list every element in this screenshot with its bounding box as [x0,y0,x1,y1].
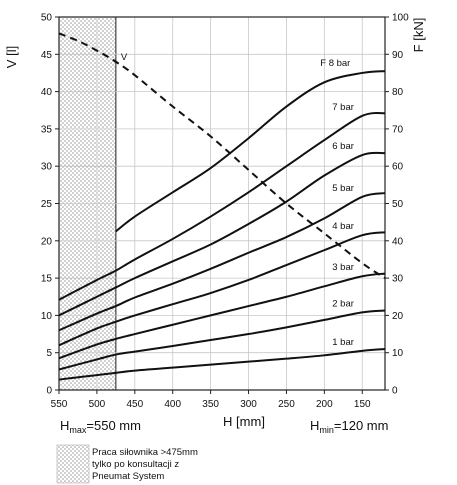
y-right-tick-label: 40 [392,236,404,247]
x-tick-label: 400 [164,399,181,410]
y-right-tick-label: 0 [392,386,398,397]
series-line-1-bar [58,347,386,381]
series-line-5-bar [58,192,386,332]
y-left-tick-label: 0 [46,386,52,397]
y-left-tick-label: 10 [41,311,53,322]
labels-layer: V 1 bar 2 bar 3 bar 4 bar 5 bar 6 bar 7 bar F 8 … [121,52,354,348]
x-axis-title: H [mm] [223,414,265,429]
y-right-tick-label: 30 [392,274,404,285]
y-left-tick-label: 5 [46,348,52,359]
series-layer [58,32,386,381]
x-tick-label: 200 [316,399,333,410]
y-left-tick-label: 45 [41,50,53,61]
x-tick-label: 150 [354,399,371,410]
y-left-tick-label: 20 [41,236,53,247]
x-tick-label: 250 [278,399,295,410]
x-tick-label: 500 [89,399,106,410]
series-label-f-8-bar: F 8 bar [320,58,350,69]
y-right-axis-title: F [kN] [411,18,426,53]
series-label-5-bar: 5 bar [332,183,354,194]
x-tick-label: 300 [240,399,257,410]
y-right-tick-label: 50 [392,199,404,210]
series-label-1-bar: 1 bar [332,337,354,348]
series-line-7-bar [58,112,386,301]
x-tick-label: 550 [51,399,68,410]
series-label-3-bar: 3 bar [332,262,354,273]
note-line: Pneumat System [92,471,164,482]
note-line: Praca siłownika >475mm [92,447,198,458]
y-left-tick-label: 30 [41,162,53,173]
y-right-tick-label: 60 [392,162,404,173]
y-right-tick-label: 100 [392,13,409,24]
series-label-6-bar: 6 bar [332,141,354,152]
y-right-tick-label: 70 [392,124,404,135]
series-volume-label: V [121,52,128,63]
y-left-axis-title: V [l] [4,46,19,68]
x-tick-label: 350 [202,399,219,410]
series-line-6-bar [58,151,386,317]
y-left-tick-label: 25 [41,199,53,210]
y-left-tick-label: 50 [41,13,53,24]
series-line-4-bar [58,231,386,347]
x-tick-label: 450 [126,399,143,410]
series-label-2-bar: 2 bar [332,298,354,309]
hmax-label: Hmax=550 mm [60,418,141,435]
y-right-tick-label: 80 [392,87,404,98]
y-right-tick-label: 20 [392,311,404,322]
series-line-f-8-bar [115,70,386,233]
note-hatch-swatch [56,444,90,484]
y-right-tick-label: 10 [392,348,404,359]
series-volume-line [58,32,386,279]
y-left-tick-label: 35 [41,124,53,135]
series-label-4-bar: 4 bar [332,221,354,232]
y-left-tick-label: 40 [41,87,53,98]
hmin-label: Hmin=120 mm [310,418,388,435]
series-line-2-bar [58,309,386,371]
y-left-tick-label: 15 [41,274,53,285]
y-right-tick-label: 90 [392,50,404,61]
axes-layer: 550 500 450 400 350 300 250 200 1500510152025303… [4,13,426,436]
series-label-7-bar: 7 bar [332,102,354,113]
note-line: tylko po konsultacji z [92,459,179,470]
series-line-3-bar [58,272,386,360]
